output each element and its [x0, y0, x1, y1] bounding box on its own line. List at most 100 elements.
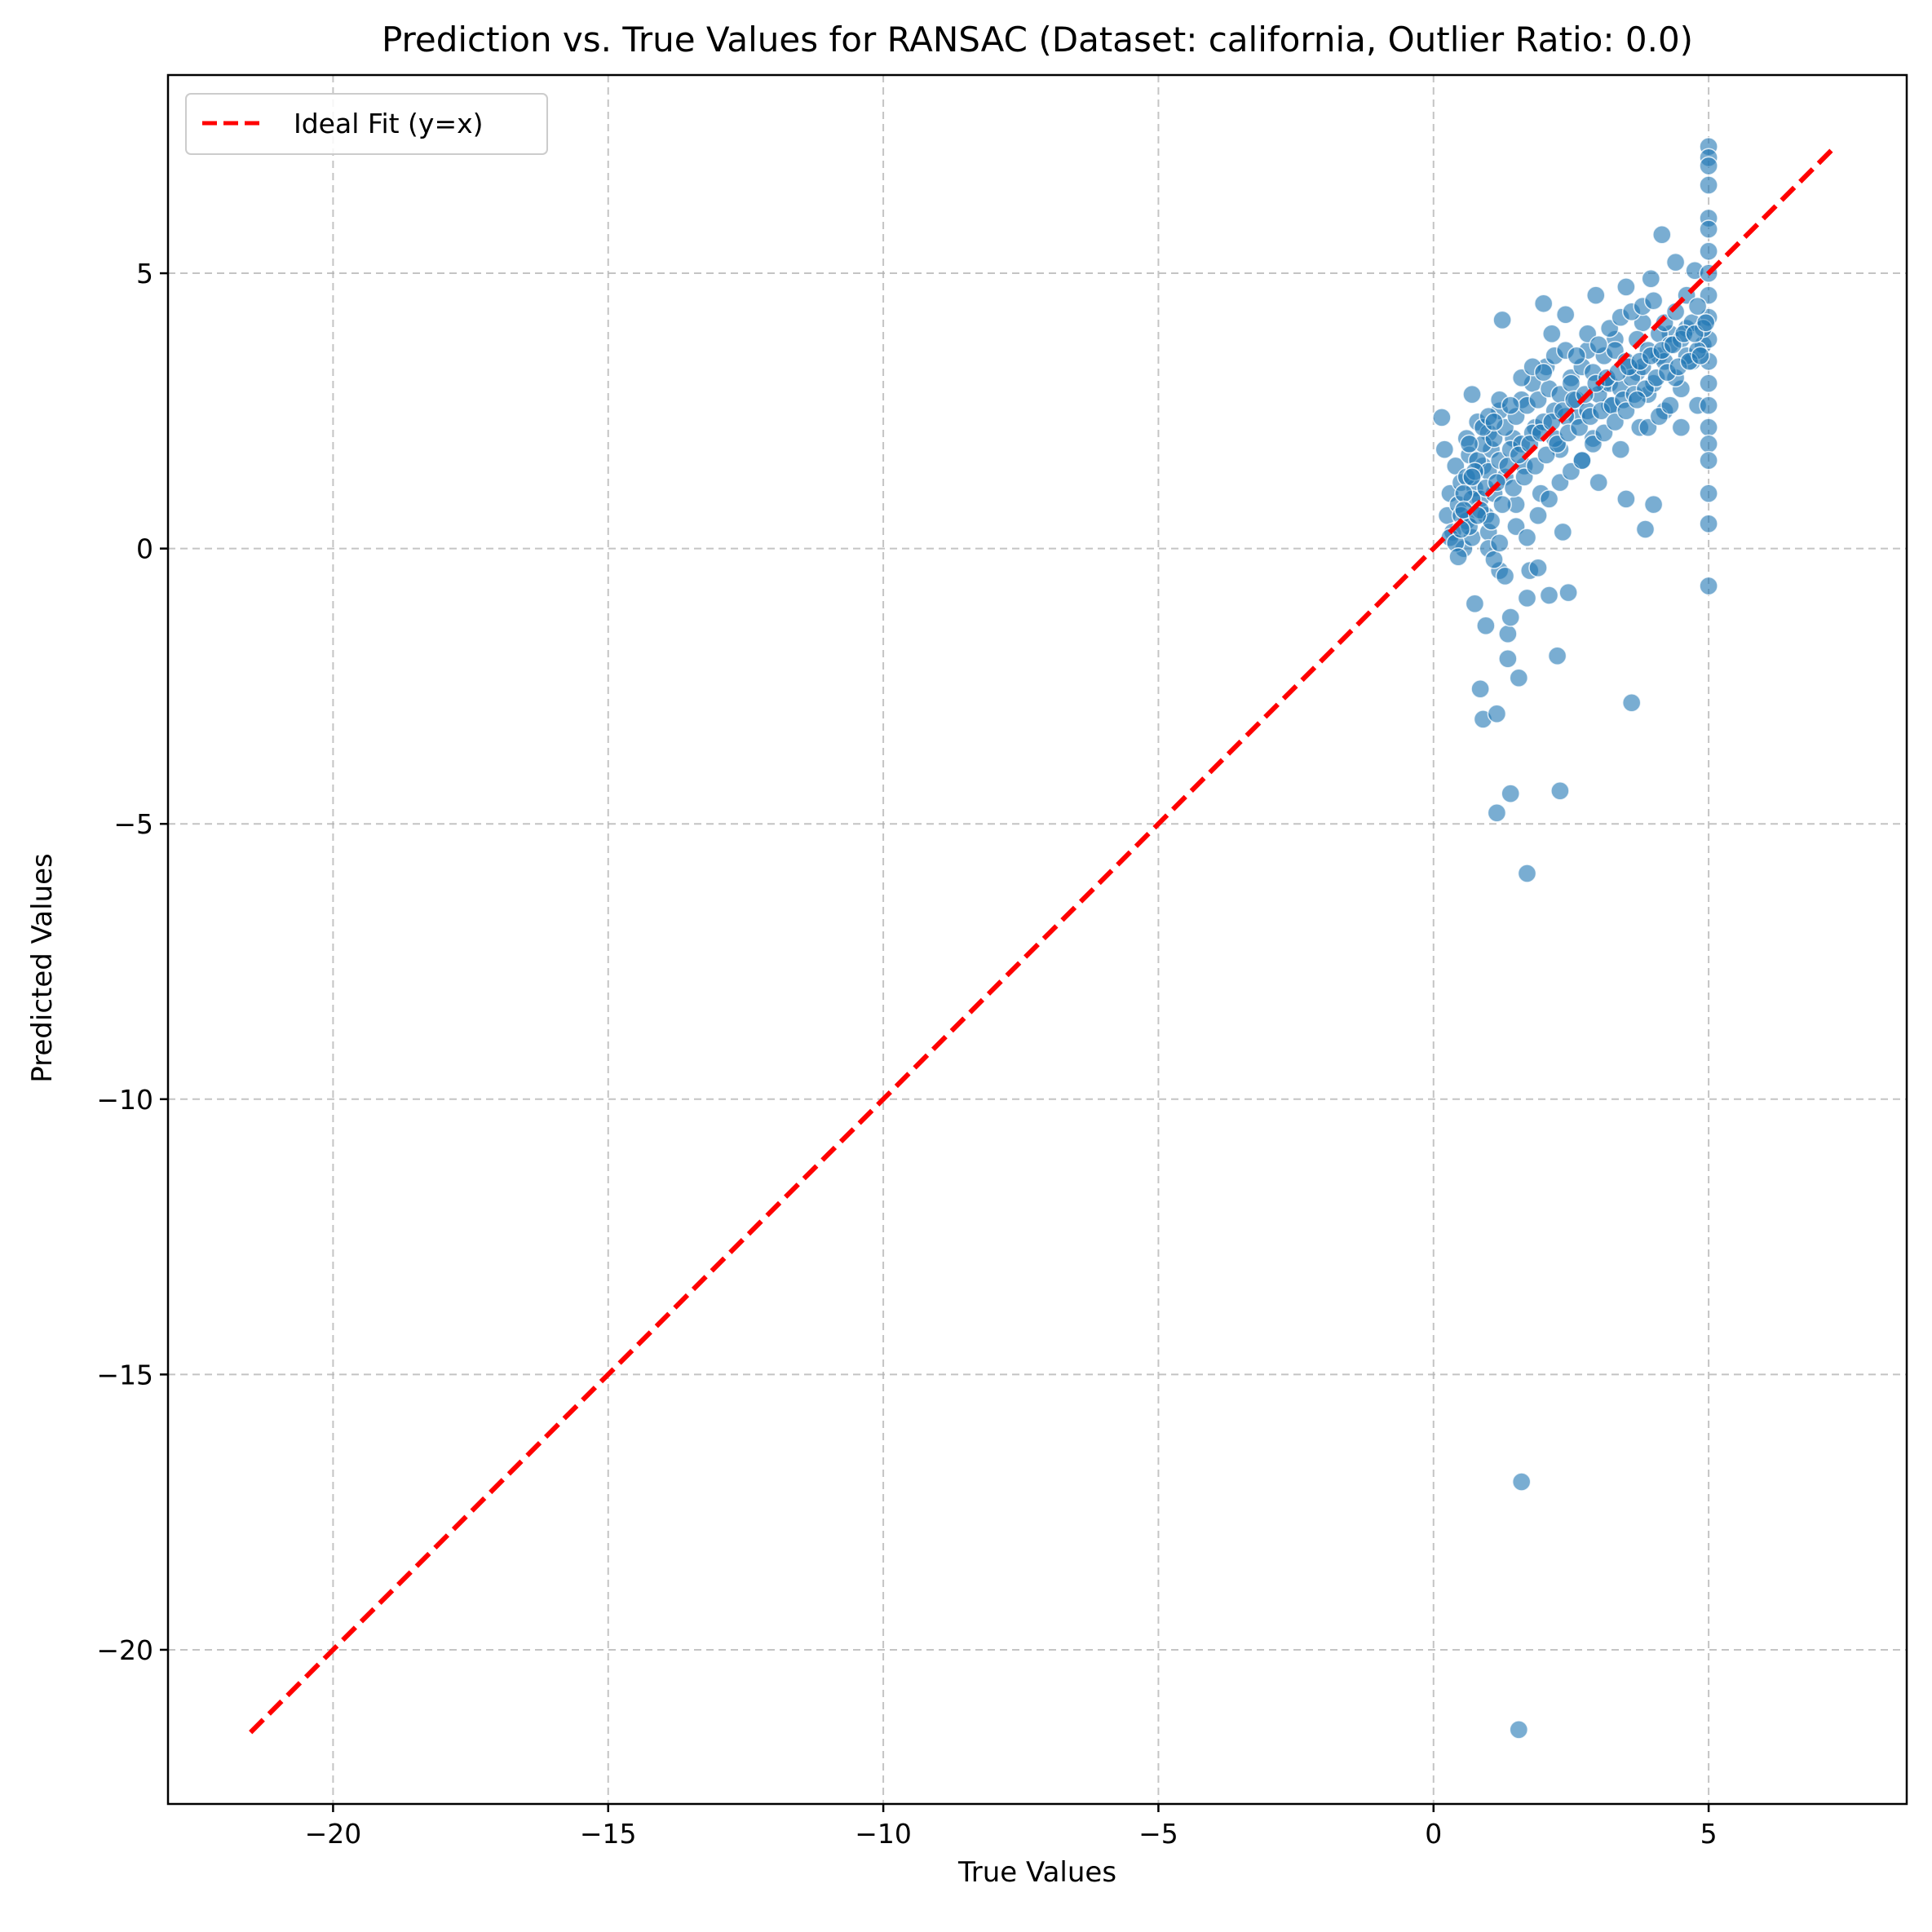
data-point-33 — [1498, 624, 1518, 644]
legend-box — [185, 93, 548, 155]
data-point-21 — [1476, 616, 1496, 635]
x-tick-label-3: −5 — [1138, 1818, 1178, 1850]
y-tick-label-3: −5 — [113, 808, 153, 840]
data-point-58 — [1550, 780, 1570, 801]
data-point-53 — [1539, 586, 1559, 605]
data-point-244 — [1589, 335, 1608, 355]
legend: Ideal Fit (y=x) — [185, 93, 548, 155]
chart-title: Prediction vs. True Values for RANSAC (D… — [382, 20, 1693, 60]
data-point-203 — [1695, 313, 1716, 333]
data-point-222 — [1660, 396, 1680, 415]
data-point-72 — [1611, 440, 1630, 459]
data-point-253 — [1687, 296, 1708, 316]
data-point-0 — [1432, 408, 1452, 427]
x-tick-label-0: −20 — [305, 1818, 362, 1850]
data-point-166 — [1492, 494, 1512, 515]
ideal-fit-line — [249, 144, 1837, 1735]
data-point-67 — [1586, 285, 1606, 305]
data-point-214 — [1572, 450, 1592, 471]
data-point-249 — [1643, 291, 1664, 311]
x-tick-label-5: 5 — [1700, 1818, 1718, 1850]
data-point-210 — [1528, 506, 1548, 525]
y-tick-label-2: −10 — [96, 1084, 153, 1116]
data-point-236 — [1501, 396, 1520, 415]
data-point-239 — [1533, 362, 1554, 382]
y-tick-label-1: −15 — [96, 1359, 153, 1390]
x-tick-label-1: −15 — [580, 1818, 637, 1850]
data-point-226 — [1448, 547, 1468, 567]
data-point-68 — [1589, 472, 1608, 493]
data-point-209 — [1517, 528, 1537, 547]
data-point-229 — [1459, 434, 1479, 454]
data-point-75 — [1621, 692, 1642, 713]
data-point-110 — [1699, 450, 1718, 471]
y-axis-ticks: −20 −15 −10 −5 0 5 — [96, 258, 168, 1666]
x-axis-label: True Values — [957, 1856, 1116, 1889]
data-point-56 — [1547, 646, 1567, 666]
data-point-1 — [1435, 440, 1455, 459]
data-point-97 — [1699, 175, 1718, 195]
data-point-99 — [1699, 219, 1718, 239]
data-point-39 — [1509, 668, 1529, 688]
data-point-108 — [1699, 418, 1718, 437]
y-tick-label-5: 5 — [136, 258, 153, 290]
data-point-79 — [1635, 519, 1656, 539]
data-point-34 — [1498, 648, 1518, 669]
data-point-35 — [1501, 784, 1520, 803]
data-point-40 — [1509, 1720, 1529, 1740]
x-axis-ticks: −20 −15 −10 −5 0 5 — [305, 1804, 1718, 1850]
data-point-84 — [1652, 225, 1672, 245]
data-point-28 — [1487, 802, 1507, 823]
data-point-12 — [1462, 384, 1482, 405]
data-point-51 — [1533, 294, 1554, 313]
data-point-73 — [1616, 277, 1636, 297]
data-point-15 — [1465, 594, 1485, 613]
legend-ideal-fit-label: Ideal Fit (y=x) — [294, 108, 484, 139]
data-point-87 — [1665, 252, 1686, 272]
data-point-106 — [1699, 374, 1718, 393]
data-point-31 — [1492, 310, 1512, 330]
data-point-234 — [1484, 412, 1504, 432]
data-point-96 — [1699, 156, 1718, 176]
data-point-61 — [1558, 582, 1578, 603]
data-point-242 — [1567, 346, 1586, 366]
data-point-74 — [1616, 489, 1636, 509]
data-point-100 — [1699, 241, 1718, 261]
data-point-59 — [1553, 522, 1573, 542]
data-point-205 — [1484, 550, 1504, 569]
data-point-159 — [1454, 484, 1474, 503]
data-point-18 — [1470, 679, 1490, 699]
data-point-113 — [1699, 576, 1718, 596]
data-point-207 — [1495, 566, 1515, 586]
data-point-82 — [1643, 494, 1664, 515]
data-point-251 — [1665, 302, 1686, 322]
data-point-111 — [1699, 484, 1718, 503]
ideal-fit-group — [249, 144, 1837, 1735]
data-point-41 — [1511, 1472, 1532, 1492]
y-tick-label-0: −20 — [96, 1634, 153, 1666]
plot-frame — [166, 73, 1908, 1806]
data-point-81 — [1641, 269, 1661, 289]
data-point-109 — [1699, 434, 1718, 454]
y-axis-label: Predicted Values — [26, 853, 59, 1083]
data-point-44 — [1517, 864, 1537, 883]
data-point-223 — [1671, 418, 1691, 437]
data-point-219 — [1627, 390, 1647, 410]
x-tick-label-2: −10 — [855, 1818, 912, 1850]
scatter-points — [1432, 137, 1718, 1740]
data-point-36 — [1501, 608, 1520, 627]
x-tick-label-4: 0 — [1425, 1818, 1442, 1850]
data-point-54 — [1542, 324, 1562, 344]
data-point-211 — [1539, 489, 1559, 509]
data-point-107 — [1699, 396, 1718, 415]
data-point-112 — [1699, 514, 1718, 534]
y-tick-label-4: 0 — [136, 533, 153, 565]
data-point-60 — [1555, 304, 1576, 325]
data-point-49 — [1528, 558, 1548, 578]
data-point-45 — [1517, 588, 1537, 608]
data-point-27 — [1487, 704, 1507, 723]
data-point-202 — [1691, 346, 1710, 366]
data-point-206 — [1489, 533, 1510, 553]
